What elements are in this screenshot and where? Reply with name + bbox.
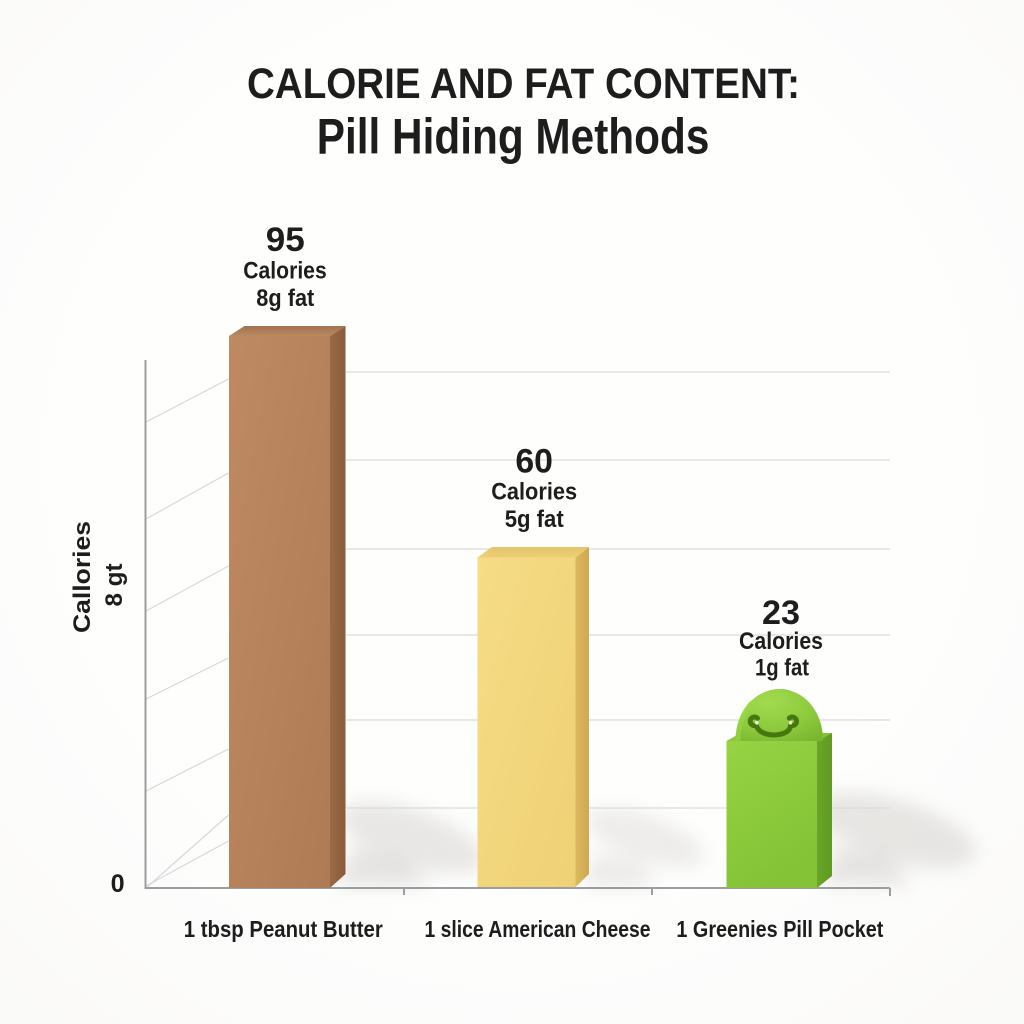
- svg-text:CALORIE AND FAT CONTENT:: CALORIE AND FAT CONTENT:: [247, 60, 800, 108]
- svg-text:23: 23: [762, 594, 800, 632]
- svg-text:0: 0: [111, 870, 125, 898]
- svg-text:Callories: Callories: [69, 521, 96, 633]
- svg-text:1 Greenies Pill Pocket: 1 Greenies Pill Pocket: [676, 916, 883, 942]
- svg-text:60: 60: [515, 443, 553, 481]
- svg-text:1 tbsp Peanut Butter: 1 tbsp Peanut Butter: [184, 916, 383, 942]
- svg-text:Calories: Calories: [739, 628, 823, 655]
- svg-text:Calories: Calories: [491, 479, 577, 506]
- svg-text:Pill Hiding Methods: Pill Hiding Methods: [317, 109, 710, 165]
- svg-text:8g fat: 8g fat: [256, 285, 314, 312]
- svg-text:8 gt: 8 gt: [101, 563, 128, 606]
- svg-text:95: 95: [266, 221, 305, 259]
- svg-text:1g fat: 1g fat: [755, 655, 809, 682]
- svg-text:Calories: Calories: [243, 258, 326, 285]
- svg-text:1 slice American Cheese: 1 slice American Cheese: [425, 916, 651, 942]
- svg-text:5g fat: 5g fat: [505, 506, 564, 533]
